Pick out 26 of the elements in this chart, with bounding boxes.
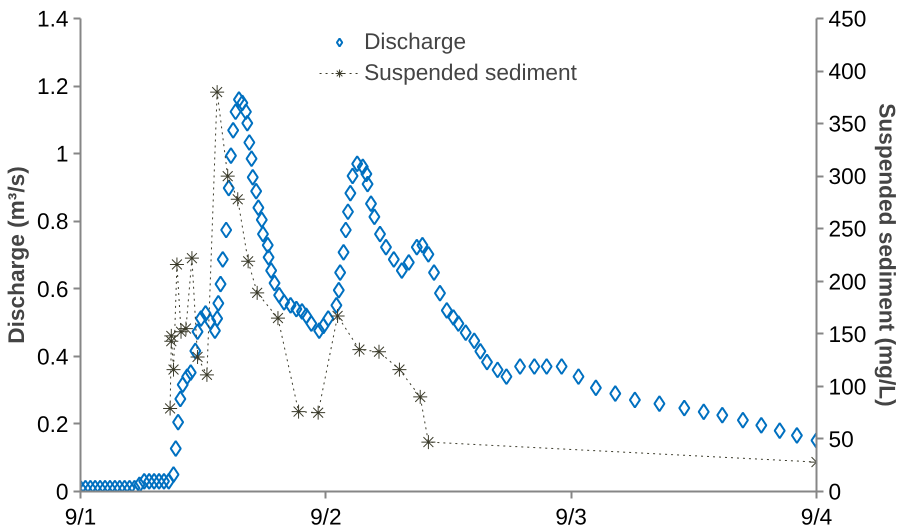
y2-tick-label: 450 [828, 6, 866, 32]
x-tick-label: 9/2 [310, 504, 342, 530]
y2-tick-label: 300 [828, 163, 866, 190]
x-tick-label: 9/1 [64, 504, 96, 530]
y-tick-label: 1.4 [37, 6, 69, 32]
y2-tick-label: 400 [828, 58, 866, 84]
y2-tick-label: 250 [828, 216, 866, 242]
legend-label: Discharge [364, 28, 466, 55]
y2-tick-label: 0 [828, 478, 842, 504]
y2-tick-label: 100 [828, 373, 866, 400]
y2-tick-label: 50 [828, 426, 854, 452]
y-tick-label: 0 [56, 478, 69, 504]
legend-label: Suspended sediment [364, 59, 577, 86]
y2-tick-label: 150 [828, 320, 866, 347]
y2-tick-label: 350 [828, 110, 866, 137]
y-axis-title: Discharge (m³/s) [3, 166, 30, 344]
y-tick-label: 1 [56, 140, 69, 167]
y2-tick-label: 200 [828, 268, 866, 294]
y-tick-label: 1.2 [37, 73, 69, 100]
y-tick-label: 0.8 [37, 208, 69, 234]
y2-axis-title: Suspended sediment (mg/L) [874, 103, 900, 407]
y-tick-label: 0.2 [37, 410, 69, 437]
y-tick-label: 0.4 [37, 343, 69, 370]
y-tick-label: 0.6 [37, 276, 69, 302]
x-tick-label: 9/4 [800, 504, 832, 530]
x-tick-label: 9/3 [555, 504, 587, 530]
